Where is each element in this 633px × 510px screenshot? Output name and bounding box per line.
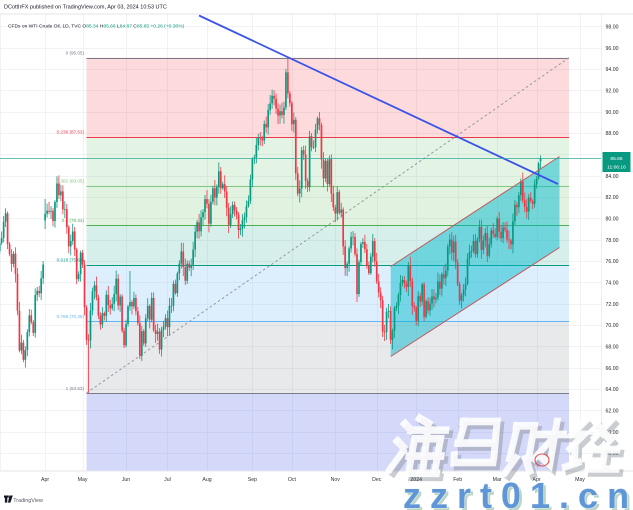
svg-text:74.00: 74.00 — [606, 281, 619, 287]
svg-text:66.00: 66.00 — [606, 366, 619, 372]
svg-text:Apr: Apr — [533, 477, 541, 483]
svg-text:84.00: 84.00 — [606, 174, 619, 180]
svg-text:92.00: 92.00 — [606, 88, 619, 94]
svg-text:96.00: 96.00 — [606, 46, 619, 52]
svg-text:80.00: 80.00 — [606, 217, 619, 223]
svg-text:0.382 (83.05): 0.382 (83.05) — [57, 179, 85, 184]
svg-text:Feb: Feb — [453, 477, 462, 483]
svg-text:zzrt01.cn: zzrt01.cn — [403, 475, 633, 510]
svg-text:60.00: 60.00 — [606, 430, 619, 436]
svg-text:88.00: 88.00 — [606, 131, 619, 137]
svg-text:82.00: 82.00 — [606, 195, 619, 201]
svg-text:85.65: 85.65 — [610, 156, 623, 162]
svg-text:Oct: Oct — [288, 477, 297, 483]
svg-text:0.236 (87.63): 0.236 (87.63) — [57, 130, 85, 135]
svg-text:Mar: Mar — [493, 477, 502, 483]
svg-text:Jun: Jun — [122, 477, 130, 483]
svg-text:1 (63.63): 1 (63.63) — [66, 386, 85, 391]
svg-text:2024: 2024 — [410, 477, 422, 483]
svg-text:zzrt01.cn: zzrt01.cn — [406, 478, 633, 510]
svg-text:0 (95.05): 0 (95.05) — [66, 51, 85, 56]
svg-text:Dec: Dec — [372, 477, 382, 483]
svg-text:98.00: 98.00 — [606, 24, 619, 30]
svg-text:0.5 (79.34): 0.5 (79.34) — [62, 218, 85, 223]
svg-text:TradingView: TradingView — [13, 498, 43, 504]
svg-text:Aug: Aug — [202, 477, 211, 483]
svg-text:0.786 (70.35): 0.786 (70.35) — [57, 314, 85, 319]
svg-text:Nov: Nov — [331, 477, 341, 483]
svg-text:58.00: 58.00 — [606, 451, 619, 457]
svg-text:Jul: Jul — [164, 477, 171, 483]
svg-text:64.00: 64.00 — [606, 387, 619, 393]
svg-text:70.00: 70.00 — [606, 323, 619, 329]
svg-text:76.00: 76.00 — [606, 259, 619, 265]
svg-text:94.00: 94.00 — [606, 67, 619, 73]
svg-text:Sep: Sep — [248, 477, 257, 483]
svg-text:May: May — [575, 477, 585, 483]
svg-text:72.00: 72.00 — [606, 302, 619, 308]
svg-text:May: May — [78, 477, 88, 483]
svg-text:CFDs on WTI Crude Oil, 1D, TVC: CFDs on WTI Crude Oil, 1D, TVC O85.34 H8… — [8, 24, 185, 30]
svg-text:Apr: Apr — [41, 477, 49, 483]
svg-text:62.00: 62.00 — [606, 409, 619, 415]
svg-text:68.00: 68.00 — [606, 345, 619, 351]
svg-text:90.00: 90.00 — [606, 110, 619, 116]
svg-text:78.00: 78.00 — [606, 238, 619, 244]
svg-text:11:06:16: 11:06:16 — [607, 164, 626, 170]
svg-text:0.618 (75.63): 0.618 (75.63) — [57, 258, 85, 263]
svg-text:DCottIrFX published on Trading: DCottIrFX published on TradingView.com, … — [4, 5, 167, 11]
